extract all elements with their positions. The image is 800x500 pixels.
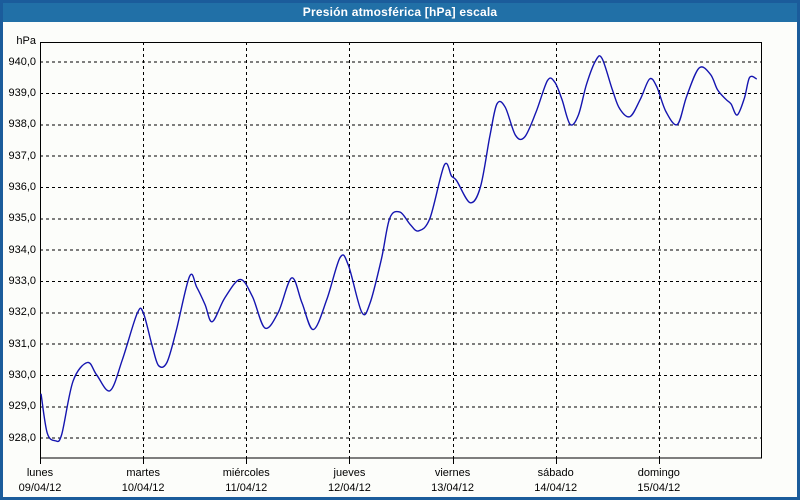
x-tick-date-label: 10/04/12 xyxy=(121,482,165,494)
x-tick-day-label: miércoles xyxy=(222,467,270,479)
y-tick-label: 931,0 xyxy=(8,337,36,350)
x-tick-date-label: 09/04/12 xyxy=(18,482,62,494)
y-axis-unit-label: hPa xyxy=(16,35,36,47)
y-tick-label: 934,0 xyxy=(8,243,36,256)
y-tick-label: 938,0 xyxy=(8,118,36,131)
x-tick-day-label: martes xyxy=(126,467,160,479)
y-tick-label: 932,0 xyxy=(8,306,36,319)
y-tick-label: 935,0 xyxy=(8,212,36,225)
y-tick-label: 937,0 xyxy=(8,149,36,162)
x-tick-date-label: 12/04/12 xyxy=(328,482,371,494)
chart-title-bar: Presión atmosférica [hPa] escala xyxy=(3,3,797,22)
x-tick-date-label: 14/04/12 xyxy=(534,482,578,494)
x-tick-day-label: lunes xyxy=(26,467,54,479)
y-tick-label: 939,0 xyxy=(8,87,36,100)
x-tick-day-label: sábado xyxy=(537,467,574,479)
y-tick-label: 930,0 xyxy=(8,368,36,381)
y-tick-label: 928,0 xyxy=(8,431,36,444)
pressure-series-line xyxy=(40,55,758,443)
x-tick-date-label: 11/04/12 xyxy=(225,482,268,494)
y-tick-label: 933,0 xyxy=(8,275,36,287)
pressure-line-chart xyxy=(40,42,762,464)
y-tick-label: 929,0 xyxy=(8,400,36,413)
plot-border xyxy=(40,42,762,459)
y-tick-label: 940,0 xyxy=(8,55,36,68)
x-tick-date-label: 15/04/12 xyxy=(637,482,681,494)
y-tick-label: 936,0 xyxy=(8,181,36,194)
x-tick-date-label: 13/04/12 xyxy=(431,482,474,494)
chart-title: Presión atmosférica [hPa] escala xyxy=(302,5,498,19)
x-tick-day-label: jueves xyxy=(333,467,366,479)
x-tick-day-label: viernes xyxy=(434,467,471,479)
x-tick-day-label: domingo xyxy=(637,467,680,479)
